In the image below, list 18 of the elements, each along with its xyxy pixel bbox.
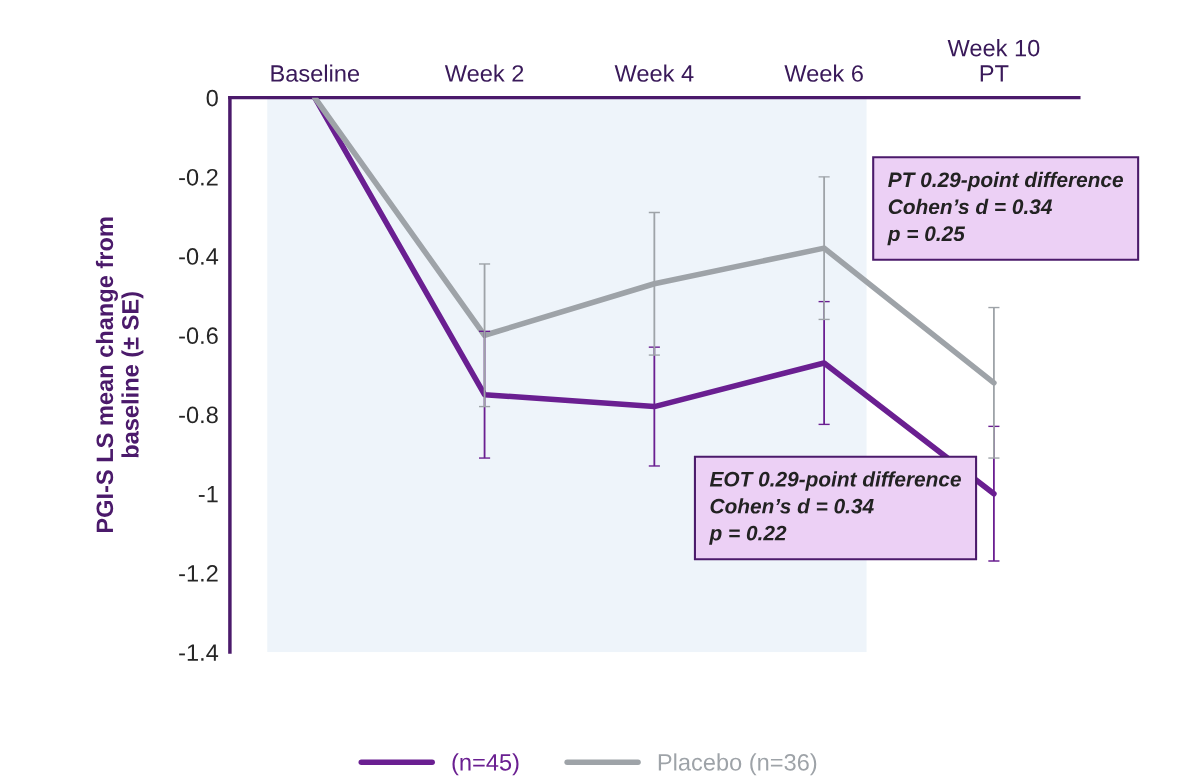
y-tick-label: -0.4 — [179, 248, 219, 265]
legend-label: Placebo (n=36) — [658, 753, 817, 776]
x-tick-label: Week 10 PT — [947, 39, 1040, 82]
y-tick-label: 0 — [206, 89, 218, 107]
y-tick-label: -0.2 — [179, 168, 218, 186]
y-tick-label: -1.4 — [179, 644, 219, 661]
x-tick-label: Week 6 — [784, 64, 863, 82]
x-tick-label: Baseline — [271, 64, 360, 82]
x-tick-label: Week 2 — [444, 64, 524, 82]
y-tick-label: -1.2 — [179, 564, 218, 582]
annotation: PT 0.29-point difference Cohen’s d = 0.34 p = 0.25 — [887, 171, 1123, 246]
y-tick-label: -0.8 — [179, 406, 218, 424]
legend-label: (n=45) — [452, 753, 519, 776]
annotation: EOT 0.29-point difference Cohen’s d = 0.34 p = 0.22 — [709, 471, 961, 545]
y-tick-label: -0.6 — [179, 327, 218, 345]
x-tick-label: Week 4 — [614, 64, 694, 82]
y-axis-title: PGI-S LS mean change from baseline (± SE) — [95, 217, 144, 533]
y-tick-label: -1 — [198, 486, 218, 503]
